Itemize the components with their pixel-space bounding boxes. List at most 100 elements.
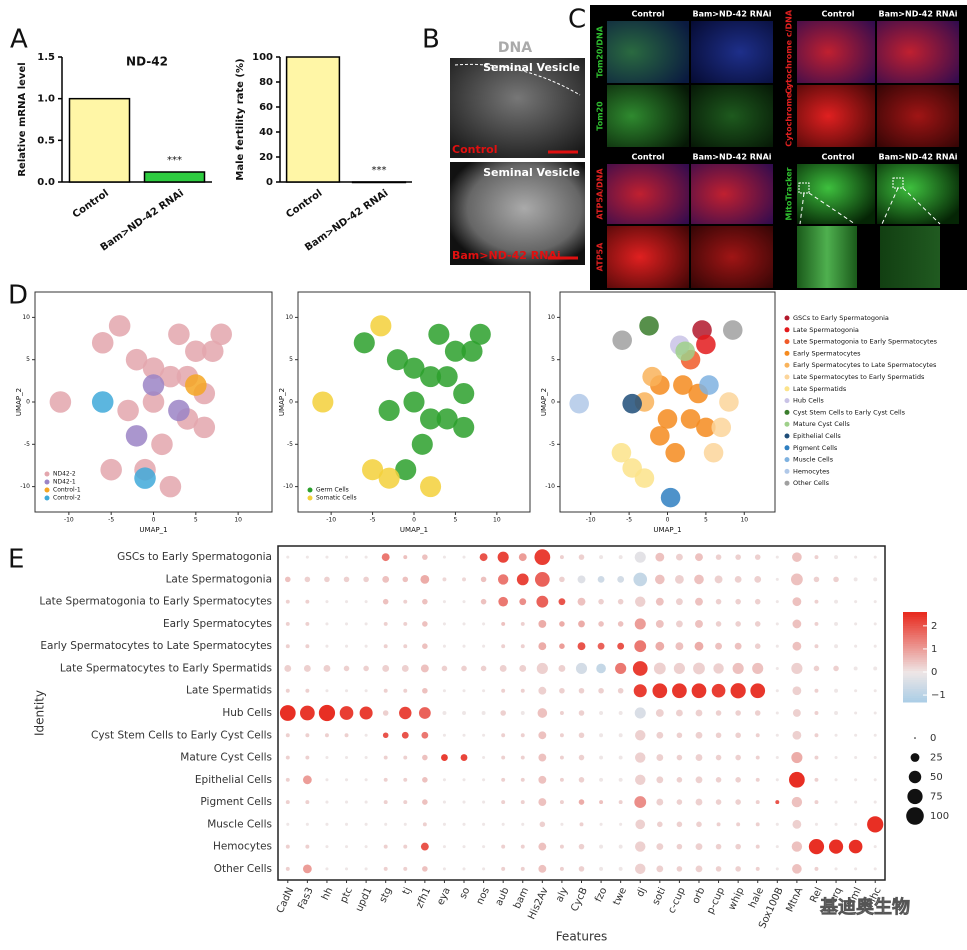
dot (792, 597, 802, 607)
legend-swatch (44, 487, 50, 493)
dot (441, 754, 448, 761)
cluster-point (108, 315, 131, 337)
x-tick-label: hh (320, 886, 335, 902)
colorbar-step (903, 643, 927, 647)
cluster-point (420, 366, 442, 388)
colorbar-step (903, 639, 927, 642)
row-label: Muscle Cells (207, 818, 272, 830)
dot (834, 621, 839, 626)
dot (617, 687, 624, 694)
y-tick-label: -5 (24, 441, 30, 448)
colorbar-step (903, 614, 927, 617)
x-tick-label: whip (727, 886, 747, 912)
dot (618, 844, 623, 849)
dot (634, 551, 646, 563)
dot (854, 644, 858, 648)
dot (715, 843, 722, 850)
cluster-point (680, 409, 701, 429)
dot (538, 619, 547, 628)
y-tick-label: 20 (259, 152, 273, 163)
dot (693, 662, 705, 675)
x-tick-label: -10 (326, 517, 336, 524)
dot (775, 666, 779, 670)
dot (345, 800, 349, 804)
dot (775, 867, 779, 871)
cluster-point (185, 340, 207, 363)
row-label: Mature Cyst Cells (180, 752, 272, 764)
dot (716, 822, 721, 827)
dot (853, 666, 858, 671)
dot (364, 845, 368, 849)
legend-swatch (307, 487, 313, 493)
dot (401, 731, 409, 739)
legend-swatch (784, 339, 790, 345)
cluster-point (125, 348, 148, 371)
x-tick-label: -10 (64, 517, 74, 524)
colorbar-step (903, 657, 927, 660)
micrograph (607, 85, 689, 147)
y-tick-label: -10 (283, 483, 293, 490)
y-tick-label: 10 (22, 314, 30, 321)
dot (655, 574, 665, 585)
dot (634, 640, 647, 653)
dot (345, 867, 349, 871)
zoom-lines (799, 187, 941, 225)
legend-label: Pigment Cells (793, 444, 838, 452)
dot (791, 841, 803, 852)
dot (755, 800, 760, 805)
dot (559, 621, 565, 627)
colorbar-step (903, 623, 927, 626)
size-legend-label: 75 (930, 792, 943, 803)
dot (813, 576, 820, 583)
micrograph (691, 226, 773, 288)
dot (655, 619, 664, 628)
dot (814, 599, 819, 604)
dot (790, 573, 803, 586)
dot (715, 732, 722, 739)
dot (538, 642, 547, 651)
dot (792, 686, 802, 696)
dot (814, 822, 818, 826)
x-tick-label: 5 (704, 517, 708, 524)
dot (364, 822, 368, 826)
cluster-point (91, 391, 114, 413)
y-tick-label: 80 (259, 77, 273, 88)
dot (323, 665, 331, 672)
dot (754, 710, 761, 716)
dot (792, 619, 802, 629)
dot (814, 866, 819, 871)
colorbar-step (903, 697, 927, 701)
cluster-point (159, 475, 182, 498)
dot (617, 642, 625, 650)
dot (422, 866, 428, 872)
row-label: Hemocytes (213, 841, 272, 853)
dot (711, 683, 726, 698)
dot (597, 575, 605, 583)
dot (854, 867, 858, 871)
dot (500, 710, 506, 716)
x-tick-label: soti (651, 886, 669, 907)
dot (618, 777, 623, 782)
cluster-point (642, 366, 662, 387)
annotation: *** (372, 165, 387, 176)
dot (634, 618, 646, 630)
colorbar-step (903, 650, 927, 653)
dot (462, 600, 466, 604)
panel-b-title: DNA (498, 40, 532, 56)
dot (497, 574, 509, 585)
colorbar-step (903, 695, 927, 698)
dot (597, 642, 605, 650)
legend-label: Early Spermatocytes (793, 349, 861, 357)
dot (854, 756, 858, 760)
legend-label: Somatic Cells (316, 495, 357, 502)
dot (715, 642, 722, 650)
dot (403, 555, 408, 560)
legend-label: ND42-2 (53, 471, 76, 478)
dot (873, 666, 878, 671)
dot (462, 644, 466, 648)
dot (442, 778, 446, 782)
dot (792, 730, 802, 740)
dot (691, 683, 707, 699)
legend-swatch (784, 374, 790, 380)
dot (695, 597, 703, 606)
